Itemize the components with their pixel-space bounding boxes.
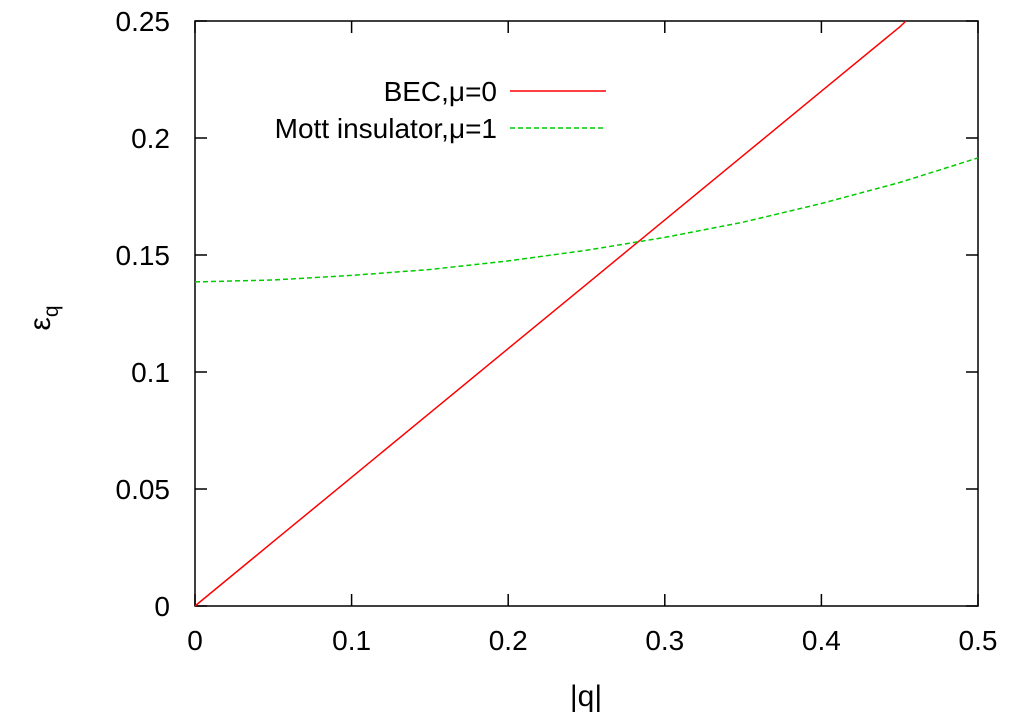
y-axis-label-subscript: q [40, 305, 63, 317]
x-tick-label: 0.5 [959, 625, 998, 656]
legend-label-1: Mott insulator,μ=1 [275, 113, 497, 144]
y-tick-label: 0.05 [116, 474, 171, 505]
x-tick-label: 0.1 [332, 625, 371, 656]
series-line-1 [194, 157, 979, 283]
series-group [194, 20, 979, 607]
y-tick-label: 0.25 [116, 6, 171, 37]
x-tick-label: 0 [187, 625, 203, 656]
y-tick-label: 0.15 [116, 240, 171, 271]
x-tick-label: 0.2 [489, 625, 528, 656]
y-axis-label-base: ε [24, 317, 57, 330]
y-axis-label: εq [24, 305, 63, 330]
axis-ticks: 0 0.1 0.2 0.3 0.4 0.5 0 0.05 0.1 0.15 0.2 0.25 [116, 6, 998, 656]
x-axis-label: |q| [570, 680, 602, 713]
series-line-0 [194, 20, 907, 607]
plot-frame [194, 20, 979, 607]
legend-label-0: BEC,μ=0 [384, 76, 497, 107]
x-tick-label: 0.4 [802, 625, 841, 656]
y-tick-label: 0.2 [131, 123, 170, 154]
x-tick-label: 0.3 [645, 625, 684, 656]
legend: BEC,μ=0 Mott insulator,μ=1 [275, 76, 606, 144]
y-tick-label: 0.1 [131, 357, 170, 388]
y-tick-label: 0 [154, 591, 170, 622]
